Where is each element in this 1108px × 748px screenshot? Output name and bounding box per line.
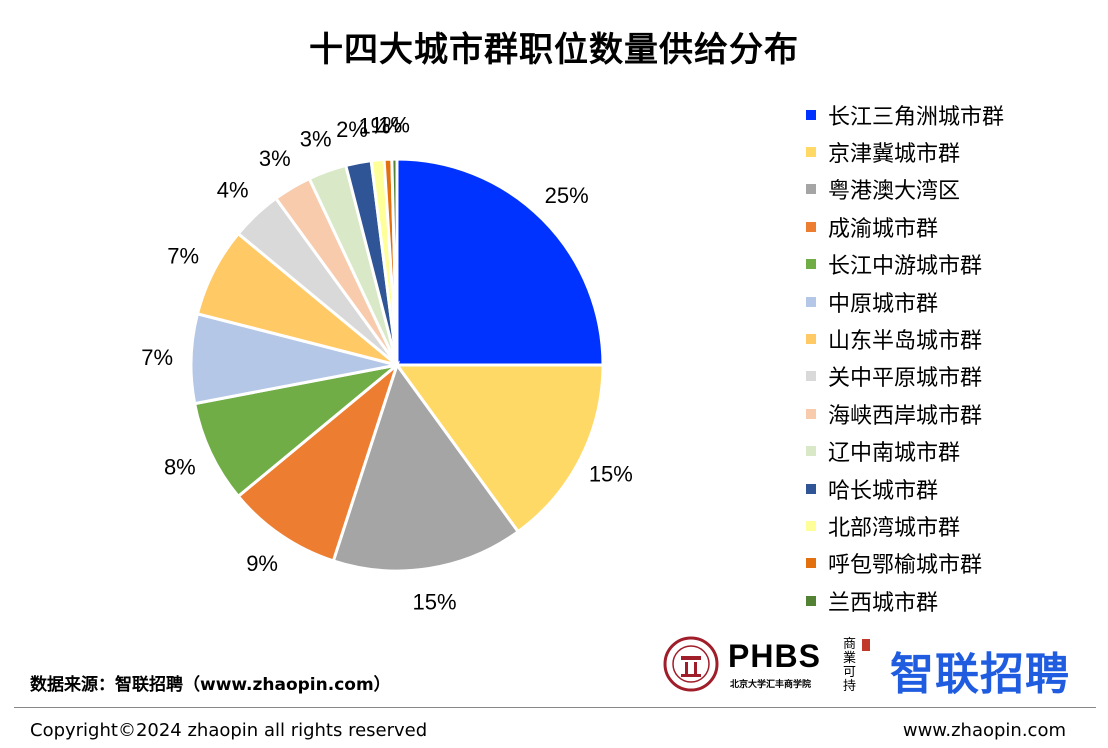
legend-swatch-10: [806, 483, 816, 494]
pie-label-9: 3%: [300, 127, 332, 152]
legend-swatch-5: [806, 296, 816, 307]
legend-swatch-12: [806, 558, 816, 569]
legend-swatch-8: [806, 408, 816, 419]
legend-label-11: 北部湾城市群: [828, 515, 961, 541]
legend-swatch-11: [806, 520, 816, 531]
pie-label-8: 3%: [259, 146, 291, 171]
legend-swatch-4: [806, 259, 816, 270]
pie-label-5: 7%: [141, 345, 173, 370]
legend-label-8: 海峡西岸城市群: [828, 403, 983, 429]
pie-label-4: 8%: [164, 455, 196, 480]
legend-swatch-7: [806, 371, 816, 382]
pie-label-1: 15%: [589, 461, 633, 486]
pie-label-3: 9%: [246, 551, 278, 576]
legend-item-0: 长江三角洲城市群: [806, 96, 1004, 133]
pie-slice-13: [390, 157, 399, 366]
legend-label-3: 成渝城市群: [828, 216, 939, 242]
calligraphy-mark: 商業可持: [843, 637, 857, 694]
legend-item-9: 辽中南城市群: [806, 433, 1004, 470]
legend-label-5: 中原城市群: [828, 291, 939, 317]
legend-item-3: 成渝城市群: [806, 208, 1004, 245]
legend-label-12: 呼包鄂榆城市群: [828, 553, 983, 579]
legend-item-7: 关中平原城市群: [806, 358, 1004, 395]
pie-label-0: 25%: [545, 183, 589, 208]
pie-label-13: 1%: [378, 113, 410, 138]
legend-item-6: 山东半岛城市群: [806, 320, 1004, 357]
legend-swatch-3: [806, 221, 816, 232]
pie-label-2: 15%: [413, 590, 457, 615]
zhaopin-logo: 智联招聘: [890, 649, 1070, 700]
legend-swatch-0: [806, 109, 816, 120]
pie-slice-4: [192, 363, 398, 499]
phbs-subtitle: 北京大学汇丰商学院: [730, 680, 812, 690]
legend-item-10: 哈长城市群: [806, 470, 1004, 507]
legend-swatch-6: [806, 334, 816, 345]
legend-label-9: 辽中南城市群: [828, 441, 961, 467]
legend-label-10: 哈长城市群: [828, 478, 939, 504]
legend-swatch-9: [806, 446, 816, 457]
pie-label-10: 2%: [336, 117, 368, 142]
legend-item-13: 兰西城市群: [806, 582, 1004, 619]
legend-item-11: 北部湾城市群: [806, 507, 1004, 544]
footer-divider: [14, 707, 1096, 708]
legend-item-2: 粤港澳大湾区: [806, 171, 1004, 208]
pie-slice-3: [236, 360, 401, 563]
legend-swatch-13: [806, 595, 816, 606]
pie-slice-1: [394, 363, 605, 534]
pie-label-7: 4%: [217, 178, 249, 203]
legend-label-4: 长江中游城市群: [828, 254, 983, 280]
data-source-note: 数据来源：智联招聘（www.zhaopin.com）: [30, 675, 391, 695]
legend-label-0: 长江三角洲城市群: [828, 104, 1005, 130]
legend-swatch-2: [806, 184, 816, 195]
pku-seal-logo: [663, 636, 719, 692]
chart-title: 十四大城市群职位数量供给分布: [309, 30, 799, 70]
legend-item-4: 长江中游城市群: [806, 246, 1004, 283]
website-text: www.zhaopin.com: [902, 720, 1066, 741]
legend-label-2: 粤港澳大湾区: [828, 179, 961, 205]
pie-label-6: 7%: [167, 244, 199, 269]
pie-label-11: 1%: [359, 114, 391, 139]
calligraphy-stamp: [862, 639, 870, 651]
legend-item-8: 海峡西岸城市群: [806, 395, 1004, 432]
legend-item-5: 中原城市群: [806, 283, 1004, 320]
copyright-text: Copyright©2024 zhaopin all rights reserv…: [30, 720, 428, 741]
legend-label-6: 山东半岛城市群: [828, 329, 983, 355]
pie-label-12: 1%: [371, 113, 403, 138]
pie-slice-0: [395, 157, 605, 367]
phbs-logo: PHBS: [728, 638, 821, 674]
legend-label-13: 兰西城市群: [828, 590, 939, 616]
legend-item-1: 京津冀城市群: [806, 133, 1004, 170]
legend-item-12: 呼包鄂榆城市群: [806, 545, 1004, 582]
legend-swatch-1: [806, 147, 816, 158]
pie-slice-2: [331, 361, 521, 573]
legend-label-1: 京津冀城市群: [828, 142, 961, 168]
chart-legend: 长江三角洲城市群 京津冀城市群 粤港澳大湾区 成渝城市群长江中游城市群 中原城市群山东半…: [806, 96, 1004, 619]
legend-label-7: 关中平原城市群: [828, 366, 983, 392]
